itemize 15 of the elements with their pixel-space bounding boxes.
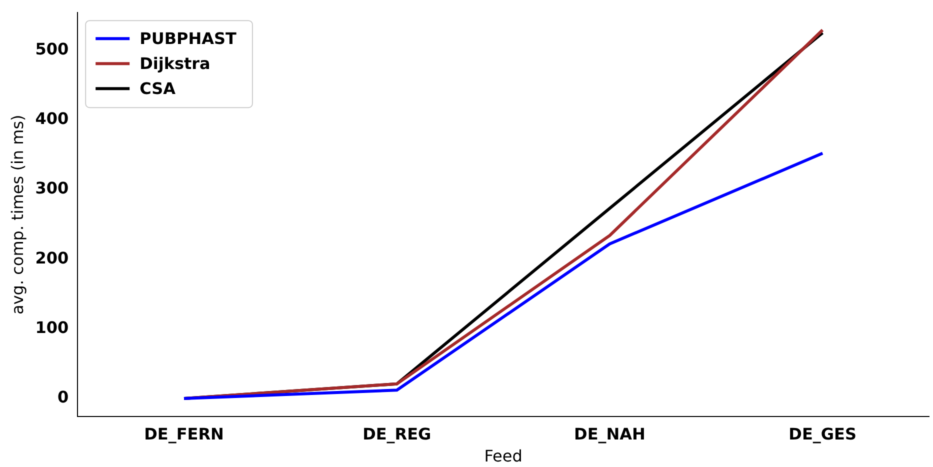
legend-label: CSA xyxy=(140,78,176,98)
x-axis-title: Feed xyxy=(484,446,522,466)
y-tick-label: 300 xyxy=(35,178,69,198)
y-tick-label: 200 xyxy=(35,248,69,268)
y-tick-label: 100 xyxy=(35,318,69,337)
x-tick-label: DE_REG xyxy=(362,424,432,444)
y-tick-label: 400 xyxy=(35,109,69,128)
x-tick-label: DE_GES xyxy=(788,424,856,444)
y-tick-label: 500 xyxy=(35,39,69,58)
x-tick-label: DE_FERN xyxy=(144,424,224,444)
y-tick-label: 0 xyxy=(57,388,69,407)
x-tick-label: DE_NAH xyxy=(574,424,646,444)
legend-label: Dijkstra xyxy=(140,54,210,73)
y-axis-title: avg. comp. times (in ms) xyxy=(8,114,27,314)
legend-label: PUBPHAST xyxy=(140,28,237,48)
